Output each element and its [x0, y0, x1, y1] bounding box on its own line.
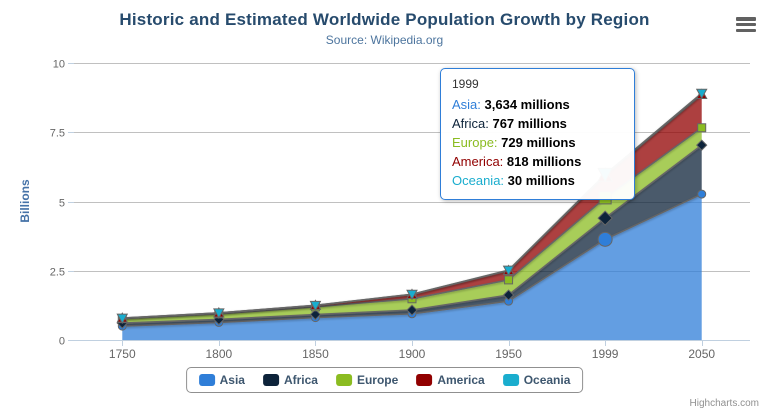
- legend-swatch-icon: [502, 374, 519, 386]
- axis-layer: 0 2.5 5 7.5 10 1750 1800 1850 1900 1950 1999 2050: [50, 59, 750, 361]
- legend-label: Africa: [283, 373, 318, 387]
- marker-asia-2050[interactable]: [697, 189, 707, 199]
- marker-europe-1950[interactable]: [504, 275, 514, 285]
- marker-asia-1999[interactable]: [597, 231, 613, 247]
- series-layer: [116, 88, 708, 340]
- x-axis-label: 2050: [688, 347, 715, 361]
- hamburger-bar: [736, 22, 756, 27]
- marker-africa-1999[interactable]: [597, 210, 613, 226]
- credits-link[interactable]: Highcharts.com: [689, 398, 759, 409]
- legend-item-africa[interactable]: Africa: [262, 373, 318, 387]
- marker-oceania-1750[interactable]: [116, 313, 129, 325]
- y-axis-title: Billions: [18, 179, 32, 223]
- legend-label: Europe: [356, 373, 399, 387]
- area-band-europe[interactable]: [122, 127, 702, 324]
- marker-africa-1900[interactable]: [406, 304, 418, 316]
- x-axis-label: 1950: [495, 347, 522, 361]
- legend-item-europe[interactable]: Europe: [335, 373, 399, 387]
- legend-swatch-icon: [198, 374, 215, 386]
- marker-oceania-1800[interactable]: [213, 308, 225, 319]
- marker-europe-2050[interactable]: [697, 123, 707, 133]
- marker-oceania-1850[interactable]: [309, 300, 322, 312]
- legend-label: Asia: [219, 373, 245, 387]
- y-axis-label: 5: [59, 198, 65, 210]
- legend-swatch-icon: [335, 374, 352, 386]
- x-axis-label: 1800: [206, 347, 233, 361]
- legend-label: America: [437, 373, 485, 387]
- legend-item-america[interactable]: America: [416, 373, 485, 387]
- marker-africa-2050[interactable]: [696, 139, 708, 151]
- y-axis-label: 10: [53, 59, 65, 71]
- legend-swatch-icon: [262, 374, 279, 386]
- marker-europe-1999[interactable]: [598, 191, 612, 205]
- marker-africa-1850[interactable]: [309, 308, 322, 321]
- chart-subtitle: Source: Wikipedia.org: [325, 33, 444, 47]
- hamburger-menu-icon[interactable]: [736, 17, 756, 32]
- y-axis-label: 0: [59, 336, 65, 348]
- marker-oceania-1950[interactable]: [502, 265, 515, 277]
- marker-oceania-2050[interactable]: [695, 88, 708, 100]
- area-band-america[interactable]: [122, 94, 702, 319]
- x-axis-label: 1850: [302, 347, 329, 361]
- legend-swatch-icon: [416, 374, 433, 386]
- y-axis-label: 7.5: [50, 128, 65, 140]
- legend: Asia Africa Europe America Oceania: [185, 367, 584, 393]
- legend-item-asia[interactable]: Asia: [198, 373, 245, 387]
- chart-title: Historic and Estimated Worldwide Populat…: [119, 10, 650, 29]
- x-axis-label: 1750: [109, 347, 136, 361]
- legend-label: Oceania: [523, 373, 571, 387]
- x-axis-label: 1900: [399, 347, 426, 361]
- hamburger-bar: [736, 17, 756, 21]
- marker-africa-1950[interactable]: [502, 289, 515, 301]
- area-band-africa[interactable]: [122, 145, 702, 327]
- y-axis-label: 2.5: [50, 267, 65, 279]
- marker-oceania-1900[interactable]: [406, 289, 418, 301]
- legend-item-oceania[interactable]: Oceania: [502, 373, 571, 387]
- hamburger-bar: [736, 28, 756, 32]
- area-band-asia[interactable]: [122, 194, 702, 340]
- x-axis-label: 1999: [592, 347, 619, 361]
